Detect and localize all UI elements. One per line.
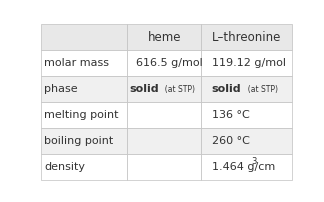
Bar <box>40 102 127 128</box>
Text: 260 °C: 260 °C <box>212 136 250 146</box>
Text: solid: solid <box>212 84 241 94</box>
Text: phase: phase <box>44 84 78 94</box>
Bar <box>127 50 201 76</box>
Bar <box>201 50 292 76</box>
Bar <box>127 128 201 154</box>
Text: melting point: melting point <box>44 110 119 120</box>
Text: 136 °C: 136 °C <box>212 110 250 120</box>
Bar <box>40 76 127 102</box>
Bar <box>201 102 292 128</box>
Bar <box>40 50 127 76</box>
Bar <box>127 102 201 128</box>
Bar <box>201 128 292 154</box>
Text: 3: 3 <box>251 157 256 166</box>
Text: boiling point: boiling point <box>44 136 113 146</box>
Text: density: density <box>44 162 85 172</box>
Text: 616.5 g/mol: 616.5 g/mol <box>136 58 203 68</box>
Bar <box>201 76 292 102</box>
Text: 119.12 g/mol: 119.12 g/mol <box>212 58 286 68</box>
Text: (at STP): (at STP) <box>243 85 278 94</box>
Text: L–threonine: L–threonine <box>212 31 281 44</box>
Bar <box>40 128 127 154</box>
Bar <box>201 24 292 50</box>
Bar <box>127 76 201 102</box>
Bar <box>40 154 127 180</box>
Bar <box>201 154 292 180</box>
Bar <box>127 24 201 50</box>
Text: molar mass: molar mass <box>44 58 109 68</box>
Bar <box>127 154 201 180</box>
Text: solid: solid <box>130 84 159 94</box>
Text: (at STP): (at STP) <box>160 85 195 94</box>
Text: 1.464 g/cm: 1.464 g/cm <box>212 162 275 172</box>
Text: heme: heme <box>147 31 181 44</box>
Bar <box>40 24 127 50</box>
